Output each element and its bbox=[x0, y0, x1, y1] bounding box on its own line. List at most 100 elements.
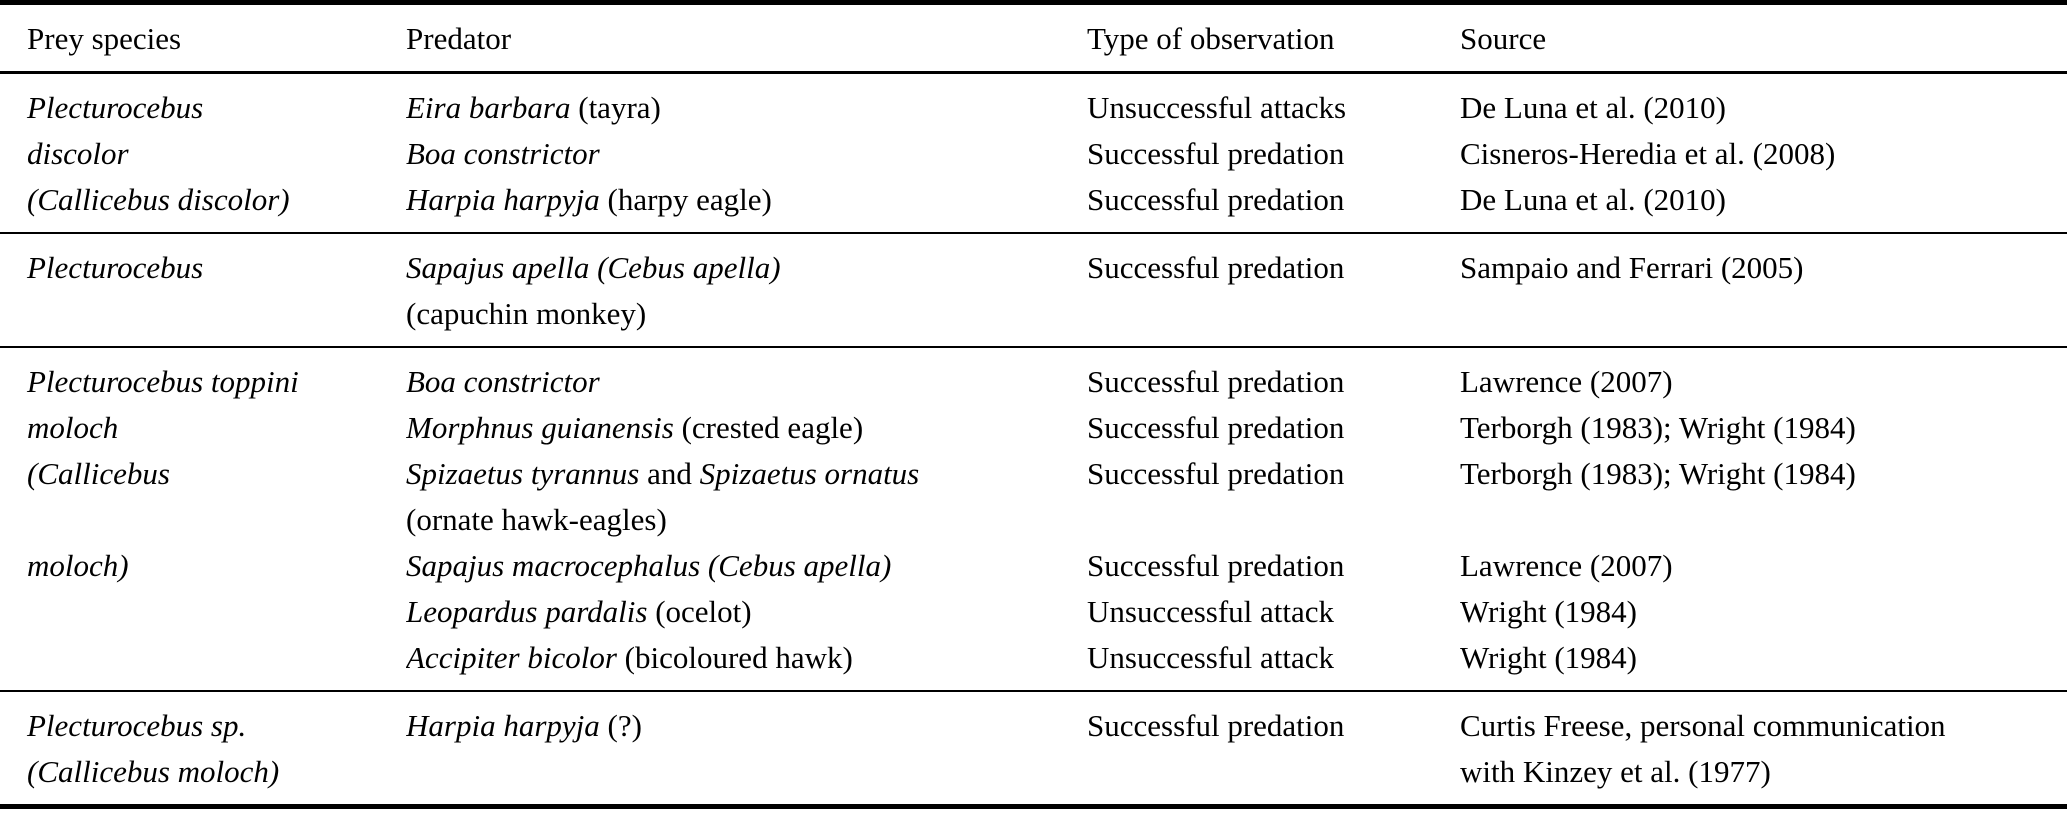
cell-line: De Luna et al. (2010) bbox=[1460, 177, 2067, 223]
cell-type-of-observation: Successful predation bbox=[1087, 691, 1460, 807]
cell-line: Unsuccessful attack bbox=[1087, 635, 1460, 681]
text-segment: De Luna et al. (2010) bbox=[1460, 90, 1726, 125]
scientific-name: Sapajus apella (Cebus apella) bbox=[406, 250, 781, 285]
cell-line: Leopardus pardalis (ocelot) bbox=[406, 589, 1087, 635]
scientific-name: Plecturocebus toppini bbox=[27, 364, 299, 399]
cell-type-of-observation: Unsuccessful attacks Successful predation… bbox=[1087, 73, 1460, 234]
cell-line: Successful predation bbox=[1087, 177, 1460, 223]
text-segment: Successful predation bbox=[1087, 182, 1345, 217]
cell-line: Successful predation bbox=[1087, 451, 1460, 497]
cell-source: De Luna et al. (2010) Cisneros-Heredia et… bbox=[1460, 73, 2067, 234]
cell-source: Curtis Freese, personal communication wit… bbox=[1460, 691, 2067, 807]
cell-line: Wright (1984) bbox=[1460, 635, 2067, 681]
table-body: Plecturocebus discolor (Callicebus discolo… bbox=[0, 73, 2067, 807]
cell-line: (capuchin monkey) bbox=[406, 291, 1087, 337]
cell-line: Harpia harpyja (?) bbox=[406, 703, 1087, 749]
scientific-name: Plecturocebus bbox=[27, 250, 204, 285]
cell-line: Eira barbara (tayra) bbox=[406, 85, 1087, 131]
cell-line: Successful predation bbox=[1087, 359, 1460, 405]
cell-line: Lawrence (2007) bbox=[1460, 543, 2067, 589]
table-header: Prey species Predator Type of observatio… bbox=[0, 2, 2067, 74]
scientific-name: (Callicebus bbox=[27, 456, 170, 491]
scientific-name: Boa constrictor bbox=[406, 136, 600, 171]
cell-line: Morphnus guianensis (crested eagle) bbox=[406, 405, 1087, 451]
scientific-name: Plecturocebus sp. bbox=[27, 708, 247, 743]
cell-line: Accipiter bicolor (bicoloured hawk) bbox=[406, 635, 1087, 681]
text-segment: Successful predation bbox=[1087, 708, 1345, 743]
cell-predator: Sapajus apella (Cebus apella) (capuchin m… bbox=[406, 233, 1087, 347]
cell-type-of-observation: Successful predation Successful predation… bbox=[1087, 347, 1460, 691]
cell-line: Terborgh (1983); Wright (1984) bbox=[1460, 405, 2067, 451]
scientific-name: Boa constrictor bbox=[406, 364, 600, 399]
text-segment: Unsuccessful attacks bbox=[1087, 90, 1347, 125]
cell-line: Plecturocebus bbox=[27, 85, 406, 131]
cell-prey-species: Plecturocebus toppini moloch (Callicebus m… bbox=[0, 347, 406, 691]
cell-line: (ornate hawk-eagles) bbox=[406, 497, 1087, 543]
text-segment: Successful predation bbox=[1087, 136, 1345, 171]
cell-line: Boa constrictor bbox=[406, 131, 1087, 177]
cell-predator: Eira barbara (tayra) Boa constrictor Harpi… bbox=[406, 73, 1087, 234]
text-segment: Successful predation bbox=[1087, 456, 1345, 491]
text-segment: (harpy eagle) bbox=[599, 182, 772, 217]
scientific-name: Accipiter bicolor bbox=[406, 640, 617, 675]
cell-prey-species: Plecturocebus discolor (Callicebus discolo… bbox=[0, 73, 406, 234]
text-segment: Successful predation bbox=[1087, 548, 1345, 583]
text-segment: with Kinzey et al. (1977) bbox=[1460, 754, 1771, 789]
cell-line: Plecturocebus sp. bbox=[27, 703, 406, 749]
cell-line bbox=[1087, 497, 1460, 543]
cell-line: Lawrence (2007) bbox=[1460, 359, 2067, 405]
cell-line: Plecturocebus bbox=[27, 245, 406, 291]
header-row: Prey species Predator Type of observatio… bbox=[0, 2, 2067, 74]
table-row-group: Plecturocebus sp. (Callicebus moloch) Harp… bbox=[0, 691, 2067, 807]
text-segment: (ornate hawk-eagles) bbox=[406, 502, 667, 537]
text-segment: and bbox=[639, 456, 700, 491]
cell-prey-species: Plecturocebus sp. (Callicebus moloch) bbox=[0, 691, 406, 807]
text-segment: Unsuccessful attack bbox=[1087, 640, 1335, 675]
text-segment: Cisneros-Heredia et al. (2008) bbox=[1460, 136, 1836, 171]
cell-predator: Boa constrictor Morphnus guianensis (cres… bbox=[406, 347, 1087, 691]
text-segment: Successful predation bbox=[1087, 250, 1345, 285]
scientific-name: Spizaetus tyrannus bbox=[406, 456, 640, 491]
cell-line: Boa constrictor bbox=[406, 359, 1087, 405]
text-segment: Sampaio and Ferrari (2005) bbox=[1460, 250, 1804, 285]
cell-line: Sampaio and Ferrari (2005) bbox=[1460, 245, 2067, 291]
col-header-source: Source bbox=[1460, 2, 2067, 74]
cell-type-of-observation: Successful predation bbox=[1087, 233, 1460, 347]
scientific-name: Sapajus macrocephalus (Cebus apella) bbox=[406, 548, 892, 583]
cell-line: Plecturocebus toppini bbox=[27, 359, 406, 405]
cell-line: Sapajus apella (Cebus apella) bbox=[406, 245, 1087, 291]
cell-line: Cisneros-Heredia et al. (2008) bbox=[1460, 131, 2067, 177]
text-segment: Lawrence (2007) bbox=[1460, 548, 1673, 583]
text-segment: (tayra) bbox=[570, 90, 661, 125]
text-segment: Successful predation bbox=[1087, 410, 1345, 445]
scientific-name: Eira barbara bbox=[406, 90, 571, 125]
cell-line: discolor bbox=[27, 131, 406, 177]
cell-line bbox=[1460, 497, 2067, 543]
scientific-name: (Callicebus discolor) bbox=[27, 182, 290, 217]
cell-line bbox=[27, 497, 406, 543]
scientific-name: (Callicebus moloch) bbox=[27, 754, 280, 789]
cell-line: Unsuccessful attacks bbox=[1087, 85, 1460, 131]
col-header-predator: Predator bbox=[406, 2, 1087, 74]
scientific-name: moloch) bbox=[27, 548, 129, 583]
col-header-prey-species: Prey species bbox=[0, 2, 406, 74]
text-segment: (capuchin monkey) bbox=[406, 296, 647, 331]
text-segment: Terborgh (1983); Wright (1984) bbox=[1460, 456, 1856, 491]
cell-line: De Luna et al. (2010) bbox=[1460, 85, 2067, 131]
scientific-name: Morphnus guianensis bbox=[406, 410, 674, 445]
cell-line: (Callicebus discolor) bbox=[27, 177, 406, 223]
table-row-group: Plecturocebus discolor (Callicebus discolo… bbox=[0, 73, 2067, 234]
text-segment: Wright (1984) bbox=[1460, 594, 1637, 629]
cell-line: Spizaetus tyrannus and Spizaetus ornatus bbox=[406, 451, 1087, 497]
scientific-name: Plecturocebus bbox=[27, 90, 204, 125]
cell-line: Successful predation bbox=[1087, 405, 1460, 451]
cell-line: Sapajus macrocephalus (Cebus apella) bbox=[406, 543, 1087, 589]
cell-line: (Callicebus bbox=[27, 451, 406, 497]
scientific-name: Spizaetus ornatus bbox=[699, 456, 920, 491]
cell-line: Successful predation bbox=[1087, 543, 1460, 589]
cell-line: with Kinzey et al. (1977) bbox=[1460, 749, 2067, 795]
scientific-name: moloch bbox=[27, 410, 119, 445]
cell-line: Terborgh (1983); Wright (1984) bbox=[1460, 451, 2067, 497]
